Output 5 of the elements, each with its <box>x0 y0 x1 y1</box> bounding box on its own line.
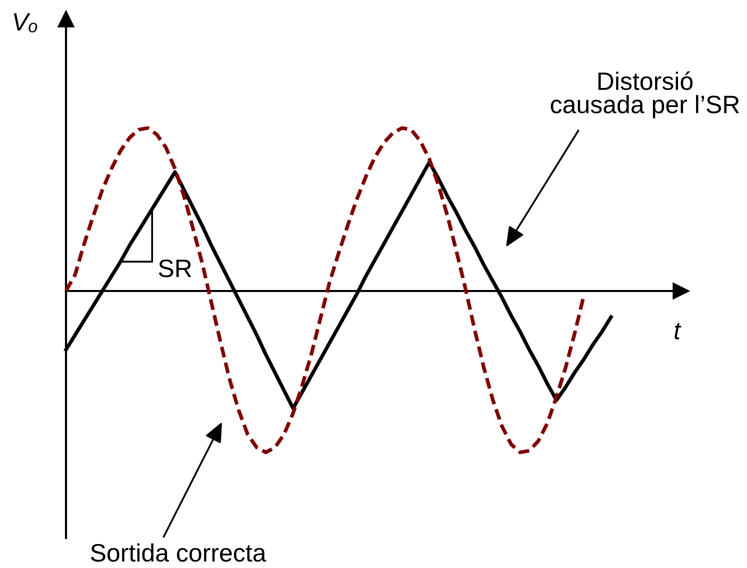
text: Distorsió causada per l’SR <box>550 71 740 118</box>
annotation: SR <box>158 260 192 278</box>
text: Sortida correcta <box>90 543 266 562</box>
y-axis-title: Vₒ <box>14 13 38 32</box>
x-axis-title: t <box>674 322 682 340</box>
